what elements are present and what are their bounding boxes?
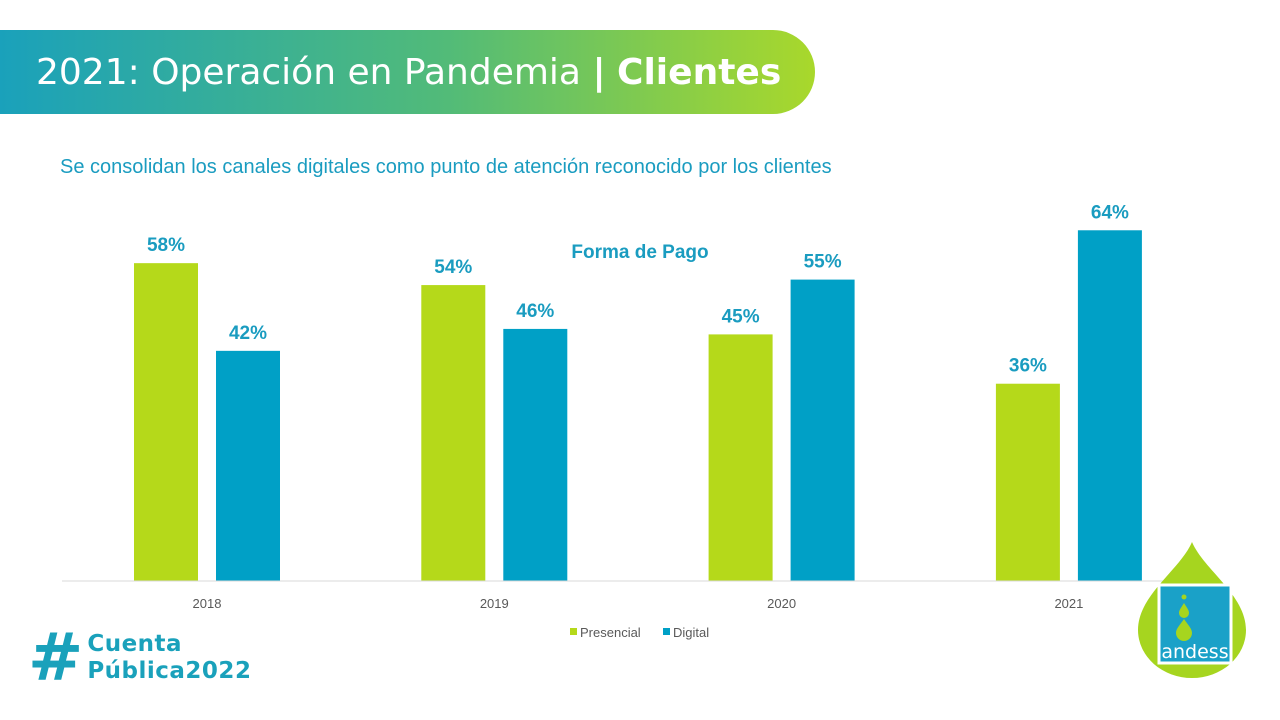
title-separator: |	[592, 51, 606, 93]
data-label-presencial-2020: 45%	[722, 306, 760, 327]
data-label-presencial-2018: 58%	[147, 235, 185, 256]
title-bold: Clientes	[617, 51, 782, 93]
legend: Presencial Digital	[570, 625, 709, 640]
bars-layer: 58% 42% 54% 46% 45% 55% 36% 64%	[134, 202, 1142, 581]
data-label-digital-2021: 64%	[1091, 202, 1129, 223]
data-label-digital-2019: 46%	[516, 301, 554, 322]
bar-presencial-2018	[134, 263, 198, 581]
bar-digital-2021	[1077, 230, 1142, 581]
hashtag-line-1: Cuenta	[87, 631, 183, 657]
data-label-digital-2020: 55%	[804, 252, 842, 273]
hashtag-sign: #	[28, 619, 84, 696]
legend-label-presencial: Presencial	[580, 625, 641, 640]
x-tick-label-2019: 2019	[480, 596, 509, 611]
logo-drop-large	[1176, 619, 1192, 641]
logo-dot-small	[1181, 594, 1187, 600]
bar-digital-2018	[216, 350, 280, 581]
data-label-presencial-2019: 54%	[434, 257, 472, 278]
title-main: 2021: Operación en Pandemia	[36, 51, 581, 93]
data-label-digital-2018: 42%	[229, 323, 267, 344]
x-tick-labels: 2018 2019 2020 2021	[193, 596, 1084, 611]
chart-title: Forma de Pago	[571, 242, 708, 263]
data-label-presencial-2021: 36%	[1009, 356, 1047, 377]
andess-logo: andess	[1138, 542, 1246, 678]
x-tick-label-2018: 2018	[193, 596, 222, 611]
logo-text: andess	[1161, 641, 1228, 663]
x-tick-label-2021: 2021	[1054, 596, 1083, 611]
hashtag-logo: # Cuenta Pública2022	[28, 619, 252, 696]
title-banner: 2021: Operación en Pandemia | Clientes	[0, 30, 815, 114]
logo-drop-medium	[1179, 603, 1189, 618]
bar-digital-2020	[790, 279, 855, 581]
page-title: 2021: Operación en Pandemia | Clientes	[36, 52, 781, 93]
logo-square	[1157, 583, 1233, 665]
bar-presencial-2021	[995, 383, 1060, 581]
legend-swatch-digital	[663, 628, 670, 635]
subtitle: Se consolidan los canales digitales como…	[60, 156, 832, 178]
x-tick-label-2020: 2020	[767, 596, 796, 611]
bar-digital-2019	[503, 328, 568, 581]
bar-presencial-2020	[708, 334, 773, 581]
bar-presencial-2019	[421, 285, 486, 581]
legend-label-digital: Digital	[673, 625, 709, 640]
hashtag-line-2: Pública2022	[87, 658, 252, 684]
legend-swatch-presencial	[570, 628, 577, 635]
